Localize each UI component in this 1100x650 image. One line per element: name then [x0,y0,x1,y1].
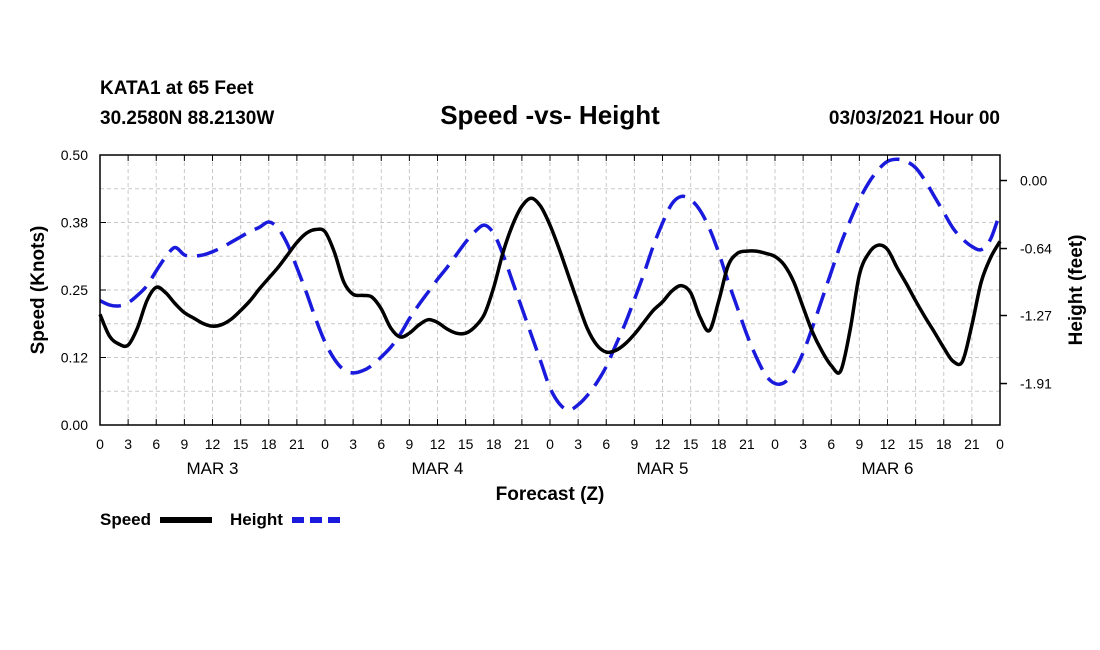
x-tick-label: 3 [349,436,357,452]
x-day-label: MAR 6 [862,459,914,478]
x-tick-label: 21 [964,436,980,452]
x-tick-label: 6 [377,436,385,452]
x-tick-label: 6 [827,436,835,452]
x-tick-label: 21 [739,436,755,452]
y-left-tick-label: 0.12 [61,350,88,366]
y-right-tick-label: -1.91 [1020,376,1052,392]
x-tick-label: 3 [574,436,582,452]
y-axis-right-title: Height (feet) [1066,235,1087,346]
x-tick-label: 9 [630,436,638,452]
x-tick-label: 15 [683,436,699,452]
station-label: KATA1 at 65 Feet [100,78,254,99]
x-tick-label: 21 [289,436,305,452]
series-lines [98,157,1002,412]
x-day-label: MAR 4 [412,459,464,478]
x-tick-label: 12 [880,436,896,452]
x-tick-label: 3 [124,436,132,452]
series-line-height [99,157,1002,412]
x-tick-label: 6 [602,436,610,452]
coords-label: 30.2580N 88.2130W [100,108,274,129]
x-tick-label: 18 [711,436,727,452]
x-tick-label: 0 [321,436,329,452]
x-tick-label: 15 [908,436,924,452]
x-tick-label: 12 [430,436,446,452]
legend-speed-label: Speed [100,510,151,529]
x-tick-label: 0 [546,436,554,452]
x-tick-label: 9 [405,436,413,452]
x-day-label: MAR 5 [637,459,689,478]
x-tick-label: 0 [771,436,779,452]
grid [100,155,1000,425]
x-tick-label: 3 [799,436,807,452]
axis-ticks: 0 3 6 9 12 15 18 21 0 3 6 9 12 15 18 21 0 3 6 9 12 15 18 21 0 3 6 9… [61,147,1052,478]
x-tick-label: 18 [261,436,277,452]
y-left-tick-label: 0.38 [61,215,88,231]
legend-height-label: Height [230,510,283,529]
x-tick-label: 15 [233,436,249,452]
date-label: 03/03/2021 Hour 00 [829,108,1000,129]
x-tick-label: 21 [514,436,530,452]
x-tick-label: 0 [996,436,1004,452]
y-left-tick-label: 0.50 [61,147,88,163]
legend: Speed Height [100,510,342,529]
x-tick-label: 12 [205,436,221,452]
x-tick-label: 18 [486,436,502,452]
x-tick-label: 0 [96,436,104,452]
series-line-speed [98,196,1002,375]
x-tick-label: 18 [936,436,952,452]
y-left-tick-label: 0.25 [61,282,88,298]
chart-title: Speed -vs- Height [440,100,660,130]
x-day-label: MAR 3 [187,459,239,478]
x-tick-label: 6 [152,436,160,452]
y-axis-left-title: Speed (Knots) [28,226,49,355]
x-tick-label: 9 [180,436,188,452]
x-tick-label: 9 [855,436,863,452]
y-right-tick-label: -0.64 [1020,241,1052,257]
y-left-tick-label: 0.00 [61,417,88,433]
y-right-tick-label: 0.00 [1020,173,1047,189]
x-tick-label: 12 [655,436,671,452]
x-tick-label: 15 [458,436,474,452]
x-axis-title: Forecast (Z) [496,484,605,505]
y-right-tick-label: -1.27 [1020,308,1052,324]
